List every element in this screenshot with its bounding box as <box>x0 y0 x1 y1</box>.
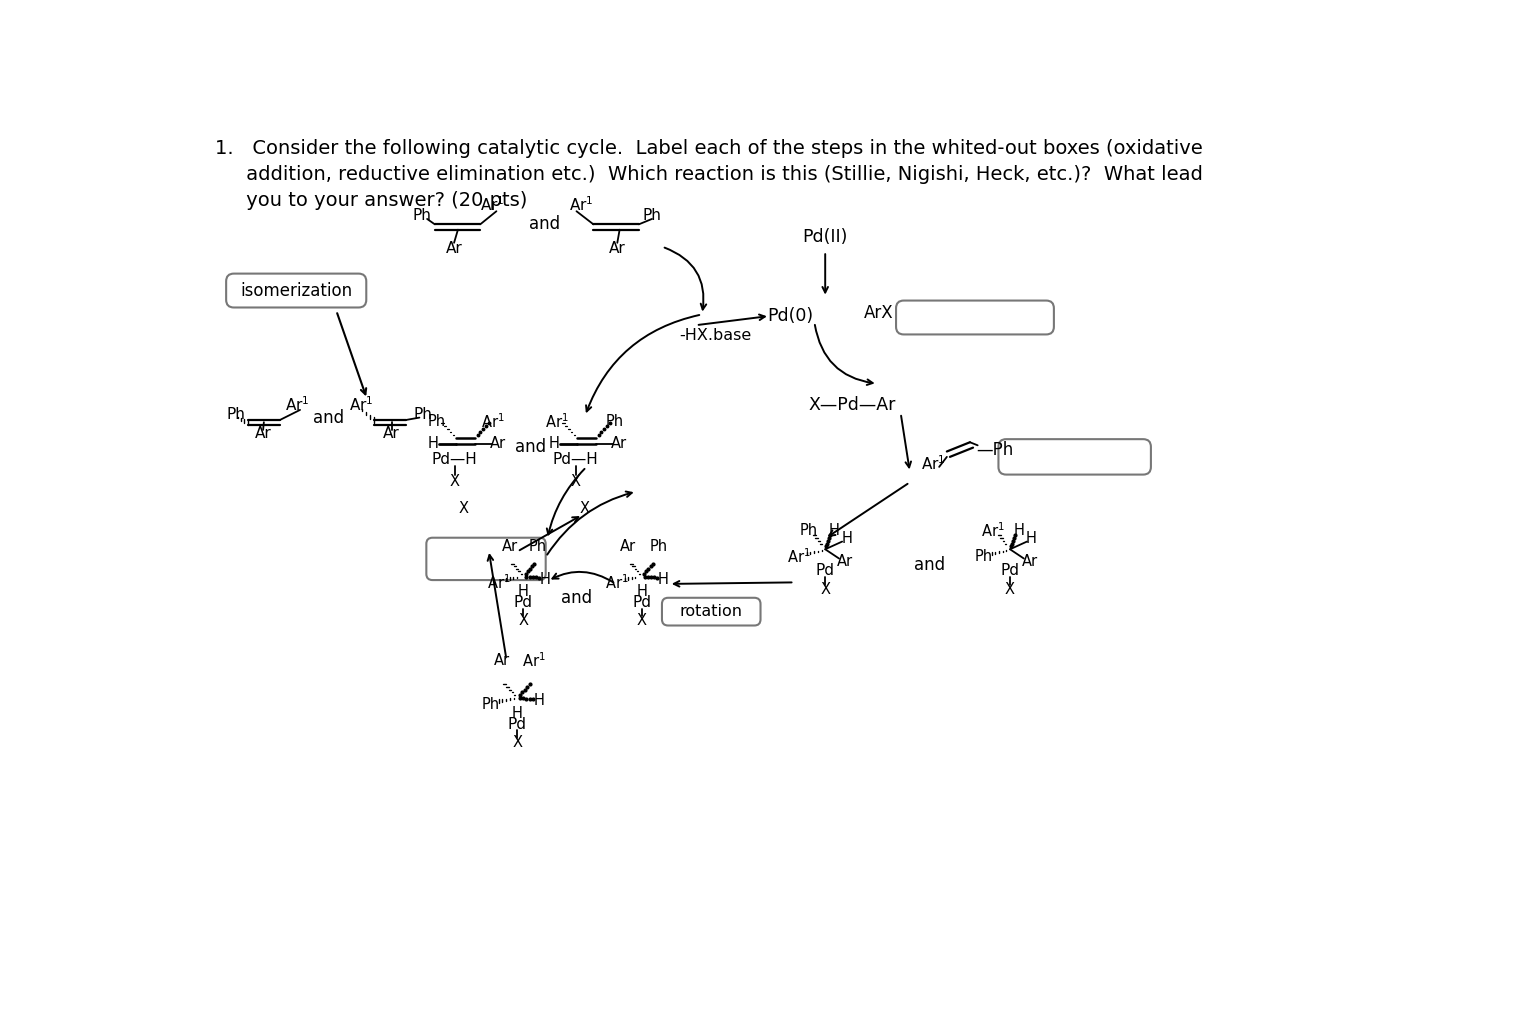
Text: Ar$^1$: Ar$^1$ <box>486 573 511 591</box>
Text: Ar$^1$: Ar$^1$ <box>479 196 505 214</box>
Text: X: X <box>570 474 581 489</box>
Text: Ph: Ph <box>413 407 433 422</box>
Text: ArX: ArX <box>863 304 894 322</box>
Text: and: and <box>313 409 344 428</box>
Text: X: X <box>450 474 461 489</box>
Text: Ph: Ph <box>974 550 993 565</box>
Text: and: and <box>914 556 945 574</box>
FancyBboxPatch shape <box>226 273 366 308</box>
Text: Pd—H: Pd—H <box>553 452 599 467</box>
Text: H: H <box>549 436 559 451</box>
Text: Ar$^1$: Ar$^1$ <box>787 548 810 566</box>
Text: Ar: Ar <box>1021 554 1038 569</box>
Text: H: H <box>518 584 529 599</box>
Text: H: H <box>658 572 669 587</box>
Text: Ar$^1$: Ar$^1$ <box>568 196 593 214</box>
Text: Pd—H: Pd—H <box>432 452 477 467</box>
Text: Ar: Ar <box>494 653 509 669</box>
Text: and: and <box>561 589 593 607</box>
Text: X: X <box>637 614 648 628</box>
Text: Ph: Ph <box>643 208 661 224</box>
Text: Ar$^1$: Ar$^1$ <box>286 395 310 414</box>
Text: Ph: Ph <box>412 208 432 224</box>
Text: Pd: Pd <box>816 563 834 578</box>
Text: Ph: Ph <box>427 414 445 429</box>
Text: Ar$^1$: Ar$^1$ <box>482 412 505 431</box>
Text: and: and <box>515 438 546 456</box>
Text: Pd: Pd <box>632 595 652 610</box>
Text: Ph: Ph <box>482 697 500 711</box>
Text: rotation: rotation <box>679 605 743 619</box>
Text: X: X <box>821 582 830 596</box>
Text: H: H <box>534 694 544 708</box>
FancyBboxPatch shape <box>999 439 1151 474</box>
Text: Ar$^1$: Ar$^1$ <box>523 651 546 671</box>
Text: Ph: Ph <box>527 539 546 555</box>
Text: X: X <box>512 735 523 750</box>
Text: Ar: Ar <box>445 241 462 256</box>
Text: X: X <box>459 501 468 516</box>
Text: 1.   Consider the following catalytic cycle.  Label each of the steps in the whi: 1. Consider the following catalytic cycl… <box>216 139 1204 157</box>
Text: Ph: Ph <box>605 414 623 429</box>
Text: H: H <box>842 531 853 546</box>
Text: Pd(II): Pd(II) <box>803 229 848 247</box>
Text: —Ph: —Ph <box>976 441 1014 459</box>
FancyBboxPatch shape <box>663 597 760 626</box>
Text: Ph: Ph <box>651 539 667 555</box>
Text: and: and <box>529 215 559 234</box>
Text: H: H <box>512 706 523 720</box>
Text: Ph: Ph <box>226 407 246 422</box>
Text: H: H <box>540 572 550 587</box>
Text: H: H <box>427 436 439 451</box>
Text: H: H <box>1026 531 1037 546</box>
Text: X: X <box>518 614 529 628</box>
Text: Ar: Ar <box>611 436 626 451</box>
Text: H: H <box>828 523 841 538</box>
Text: Ar: Ar <box>383 427 400 441</box>
Text: Ar$^1$: Ar$^1$ <box>982 521 1005 541</box>
Text: H: H <box>1014 523 1024 538</box>
Text: X: X <box>1005 582 1015 596</box>
FancyBboxPatch shape <box>895 301 1053 334</box>
Text: Ar: Ar <box>489 436 506 451</box>
Text: Ar$^1$: Ar$^1$ <box>605 573 629 591</box>
Text: Pd: Pd <box>1000 563 1020 578</box>
Text: Ar: Ar <box>255 427 272 441</box>
Text: addition, reductive elimination etc.)  Which reaction is this (Stillie, Nigishi,: addition, reductive elimination etc.) Wh… <box>216 165 1204 184</box>
Text: Ar: Ar <box>620 539 637 555</box>
Text: Ar$^1$: Ar$^1$ <box>546 412 568 431</box>
Text: isomerization: isomerization <box>240 282 353 301</box>
Text: Ar: Ar <box>838 554 853 569</box>
Text: X: X <box>581 501 590 516</box>
Text: Ar$^1$: Ar$^1$ <box>350 395 374 414</box>
Text: you to your answer? (20 pts): you to your answer? (20 pts) <box>216 191 527 210</box>
Text: Pd(0): Pd(0) <box>768 307 813 325</box>
Text: Ar$^1$: Ar$^1$ <box>921 454 945 473</box>
Text: -HX.base: -HX.base <box>679 328 751 343</box>
Text: Ar: Ar <box>610 241 626 256</box>
Text: Pd: Pd <box>514 595 534 610</box>
Text: X—Pd—Ar: X—Pd—Ar <box>809 396 895 415</box>
Text: H: H <box>637 584 648 599</box>
Text: Pd: Pd <box>508 716 527 732</box>
Text: Ph: Ph <box>800 523 818 538</box>
Text: Ar: Ar <box>502 539 518 555</box>
FancyBboxPatch shape <box>426 537 546 580</box>
